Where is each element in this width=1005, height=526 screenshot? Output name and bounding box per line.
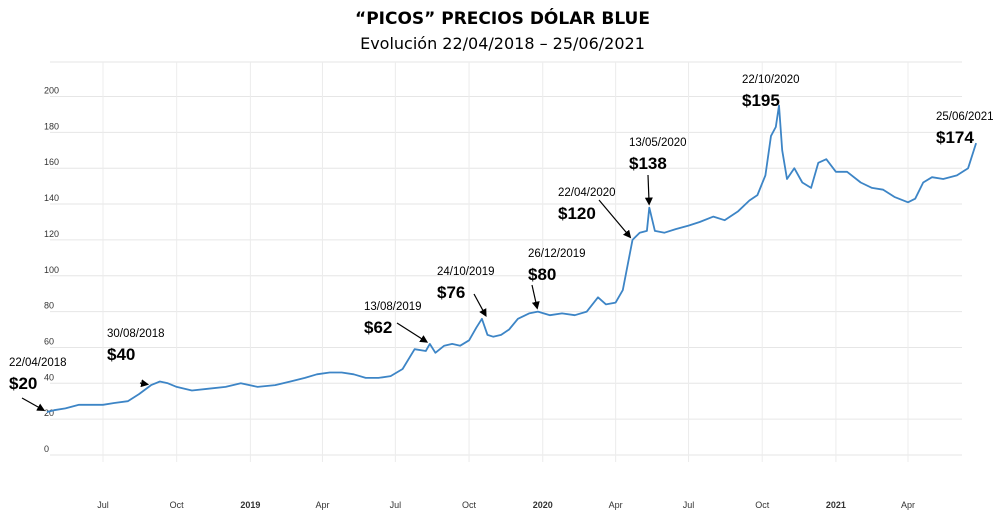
annotation-value: $195 [742, 91, 780, 110]
x-tick-label: 2019 [240, 500, 260, 510]
annotation-arrow [473, 293, 487, 318]
y-tick-label: 140 [44, 193, 59, 203]
y-tick-label: 60 [44, 336, 54, 346]
y-tick-label: 160 [44, 157, 59, 167]
y-tick-label: 20 [44, 408, 54, 418]
x-tick-label: Apr [901, 500, 915, 510]
annotation-date: 13/05/2020 [629, 137, 687, 149]
annotation: 25/06/2021 $174 [936, 111, 994, 147]
x-tick-label: Apr [315, 500, 329, 510]
series-line-layer [46, 104, 977, 413]
x-tick-label: Oct [462, 500, 477, 510]
x-tick-label: Jul [390, 500, 402, 510]
x-tick-label: 2021 [826, 500, 846, 510]
y-tick-label: 120 [44, 229, 59, 239]
y-tick-label: 0 [44, 444, 49, 454]
x-tick-label: 2020 [533, 500, 553, 510]
annotation-date: 22/04/2020 [558, 187, 616, 199]
annotation: 13/05/2020 $138 [629, 137, 687, 206]
x-axis-ticks: Jul Oct 2019 Apr Jul Oct 2020 Apr Jul Oct 2021 Apr [97, 500, 915, 510]
x-tick-label: Jul [97, 500, 109, 510]
annotation-date: 25/06/2021 [936, 111, 994, 123]
annotation-date: 26/12/2019 [528, 248, 586, 260]
annotation-arrow [644, 174, 653, 206]
annotation: 13/08/2019 $62 [364, 301, 429, 343]
annotation-date: 22/04/2018 [9, 357, 67, 369]
grid [50, 61, 962, 462]
annotation-value: $138 [629, 154, 667, 173]
annotation-value: $120 [558, 204, 596, 223]
annotation-value: $80 [528, 265, 556, 284]
annotation-value: $76 [437, 283, 465, 302]
annotation: 26/12/2019 $80 [528, 248, 586, 310]
annotation-arrow [531, 284, 540, 310]
annotation-arrow [21, 397, 46, 411]
chart-title: “PICOS” PRECIOS DÓLAR BLUE [355, 9, 650, 29]
annotation-value: $40 [107, 345, 135, 364]
annotation-date: 24/10/2019 [437, 266, 495, 278]
x-tick-label: Apr [609, 500, 623, 510]
annotation-date: 13/08/2019 [364, 301, 422, 313]
annotation: 24/10/2019 $76 [437, 266, 495, 318]
annotation: 30/08/2018 $40 [107, 328, 165, 388]
annotation: 22/10/2020 $195 [742, 74, 800, 110]
chart-subtitle: Evolución 22/04/2018 – 25/06/2021 [360, 34, 645, 53]
annotation-value: $20 [9, 374, 37, 393]
y-tick-label: 80 [44, 301, 54, 311]
annotation-arrow [396, 322, 429, 343]
annotation-value: $174 [936, 128, 974, 147]
x-tick-label: Jul [683, 500, 695, 510]
annotation-date: 22/10/2020 [742, 74, 800, 86]
y-tick-label: 180 [44, 121, 59, 131]
y-axis-ticks: 0 20 40 60 80 100 120 140 160 180 200 [44, 86, 59, 455]
series-line [46, 104, 977, 413]
annotation-value: $62 [364, 318, 392, 337]
y-tick-label: 200 [44, 86, 59, 96]
annotation-date: 30/08/2018 [107, 328, 165, 340]
annotation: 22/04/2020 $120 [558, 187, 632, 239]
annotation: 22/04/2018 $20 [9, 357, 67, 411]
annotation-arrow [139, 379, 150, 388]
y-tick-label: 40 [44, 372, 54, 382]
x-tick-label: Oct [755, 500, 770, 510]
y-tick-label: 100 [44, 265, 59, 275]
annotation-arrow [598, 199, 632, 239]
x-tick-label: Oct [170, 500, 185, 510]
annotations: 22/04/2018 $20 30/08/2018 $40 13/08/2019 $62 2… [9, 74, 994, 411]
chart-titles: “PICOS” PRECIOS DÓLAR BLUE Evolución 22/… [0, 8, 1005, 55]
